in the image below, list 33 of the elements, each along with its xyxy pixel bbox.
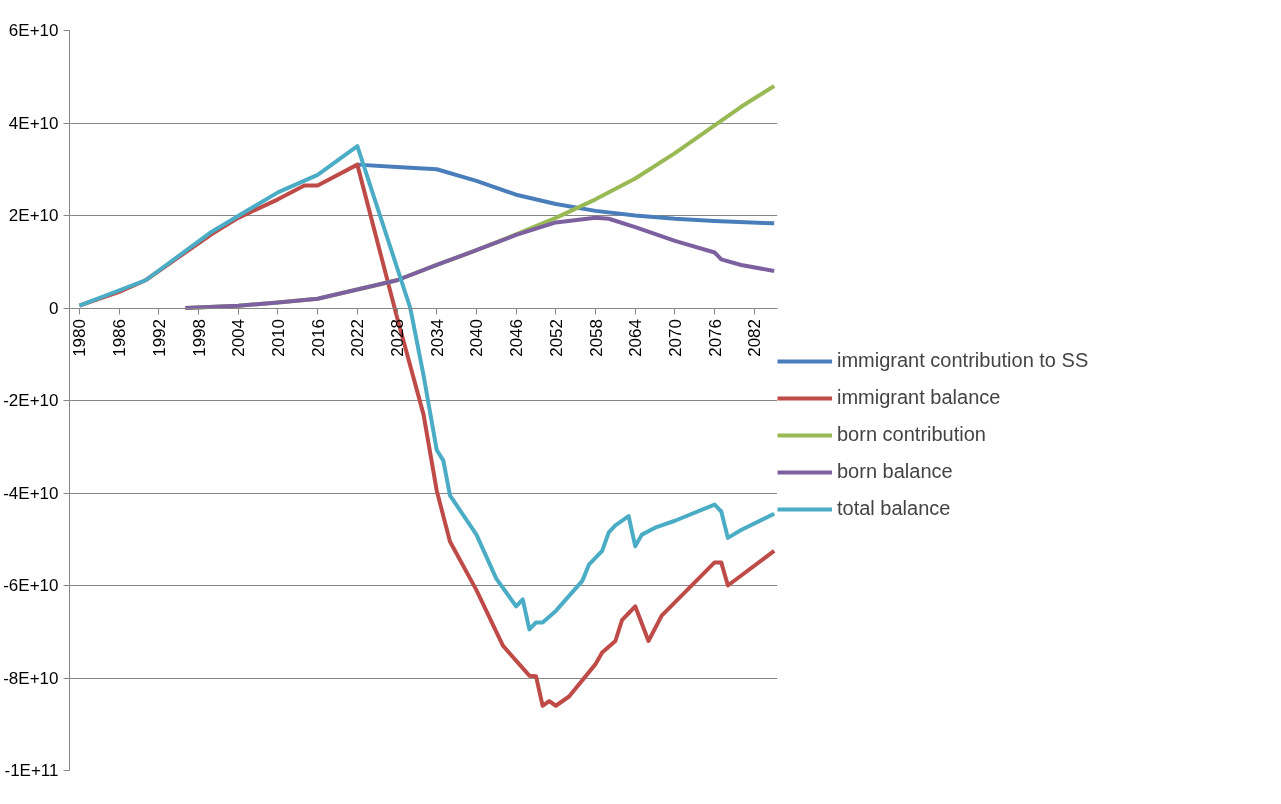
- x-tick-label: 2052: [546, 318, 566, 357]
- legend-label: total balance: [837, 497, 951, 520]
- y-tick-label: -8E+10: [3, 668, 59, 688]
- x-tick-label: 2022: [348, 318, 368, 357]
- x-tick-label: 2010: [268, 318, 288, 357]
- x-tick-label: 2070: [665, 318, 685, 357]
- x-tick-label: 2064: [626, 318, 646, 357]
- y-tick-label: 6E+10: [8, 21, 59, 40]
- y-tick-label: -6E+10: [3, 576, 59, 595]
- x-tick-label: 2004: [229, 318, 249, 357]
- legend-label: born contribution: [837, 423, 986, 446]
- legend-label: born balance: [837, 460, 953, 483]
- x-tick-label: 2076: [705, 318, 725, 357]
- y-tick-label: 4E+10: [8, 113, 59, 133]
- x-tick-label: 2034: [427, 318, 447, 357]
- x-tick-label: 2028: [388, 318, 408, 357]
- y-tick-label: -4E+10: [3, 483, 59, 503]
- x-tick-label: 1980: [70, 318, 90, 357]
- x-tick-label: 2082: [745, 318, 765, 357]
- y-tick-label: 0: [49, 298, 59, 318]
- x-tick-label: 2016: [308, 318, 328, 357]
- x-tick-label: 1986: [110, 318, 130, 357]
- x-tick-label: 1998: [189, 318, 209, 357]
- legend-label: immigrant balance: [837, 386, 1001, 409]
- x-tick-label: 1992: [149, 318, 169, 357]
- y-tick-label: -2E+10: [3, 391, 59, 410]
- line-series: [183, 215, 777, 310]
- x-tick-label: 2040: [467, 318, 487, 357]
- legend-label: immigrant contribution to SS: [837, 349, 1089, 372]
- x-tick-label: 2058: [586, 318, 606, 357]
- y-tick-label: -1E+11: [4, 761, 59, 780]
- y-tick-label: 2E+10: [8, 206, 59, 225]
- x-tick-label: 2046: [507, 318, 527, 357]
